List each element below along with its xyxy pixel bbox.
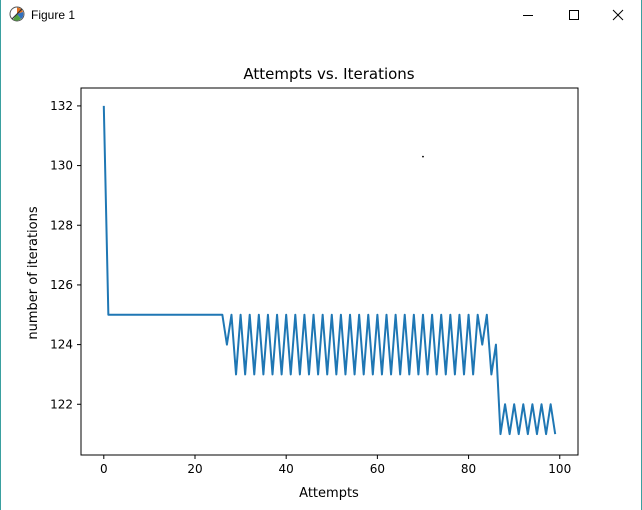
x-tick-label-60: 60	[370, 462, 385, 476]
plot-area: 0 20 40 60 80 100 122 124 126 128 130 132	[50, 87, 579, 476]
y-tick-label-128: 128	[50, 218, 73, 232]
close-button[interactable]	[595, 0, 641, 30]
axes-frame	[80, 87, 579, 456]
y-tick-label-126: 126	[50, 278, 73, 292]
y-tick-label-122: 122	[50, 397, 73, 411]
y-tick-label-132: 132	[50, 99, 73, 113]
maximize-button[interactable]	[551, 0, 597, 30]
matplotlib-figure-icon	[9, 6, 25, 22]
x-tick-label-100: 100	[548, 462, 571, 476]
x-axis-label: Attempts	[299, 486, 359, 501]
y-tick-label-124: 124	[50, 338, 73, 352]
figure-canvas: Attempts vs. Iterations 0 20 40 60 80 100 122 1…	[26, 65, 579, 501]
close-icon	[612, 9, 624, 21]
annotation-point-0	[422, 155, 424, 158]
series-line-0	[102, 105, 557, 436]
window-title: Figure 1	[31, 8, 76, 22]
x-tick-label-20: 20	[187, 462, 202, 476]
minimize-button[interactable]	[505, 0, 551, 30]
x-tick-label-80: 80	[461, 462, 476, 476]
x-tick-label-0: 0	[100, 462, 108, 476]
y-tick-label-130: 130	[50, 159, 73, 173]
minimize-icon	[523, 15, 533, 16]
maximize-icon	[569, 10, 579, 20]
chart-title: Attempts vs. Iterations	[243, 65, 414, 83]
x-tick-label-40: 40	[279, 462, 294, 476]
title-bar[interactable]: Figure 1	[1, 0, 641, 30]
y-axis-label: number of iterations	[26, 206, 41, 339]
